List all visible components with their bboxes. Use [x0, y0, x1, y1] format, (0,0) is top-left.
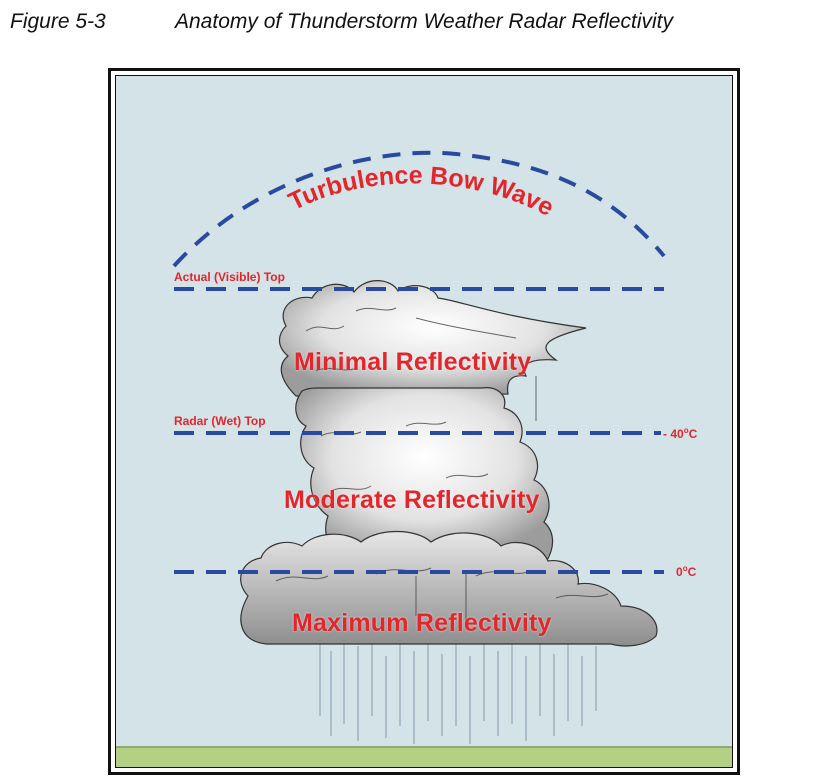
minus-40c-label: - 40oC: [663, 426, 698, 441]
moderate-reflectivity-label: Moderate Reflectivity: [284, 486, 540, 514]
diagram-canvas: Turbulence Bow Wave Actual (Visible) Top…: [115, 75, 733, 768]
bow-wave-arc: [172, 150, 666, 268]
ground: [116, 747, 732, 767]
diagram-frame: Turbulence Bow Wave Actual (Visible) Top…: [108, 68, 740, 775]
precipitation: [319, 636, 597, 744]
zero-c-label: 0oC: [676, 564, 697, 579]
figure-number: Figure 5-3: [10, 10, 106, 33]
thunderstorm-illustration: Turbulence Bow Wave: [116, 150, 732, 767]
figure-caption: Figure 5-3 Anatomy of Thunderstorm Weathe…: [10, 10, 673, 34]
radar-top-label: Radar (Wet) Top: [174, 414, 266, 428]
maximum-reflectivity-label: Maximum Reflectivity: [292, 609, 552, 637]
figure-title: Anatomy of Thunderstorm Weather Radar Re…: [175, 10, 673, 33]
minimal-reflectivity-label: Minimal Reflectivity: [294, 348, 532, 376]
cumulonimbus-cloud: [240, 280, 658, 647]
actual-top-label: Actual (Visible) Top: [174, 270, 285, 284]
